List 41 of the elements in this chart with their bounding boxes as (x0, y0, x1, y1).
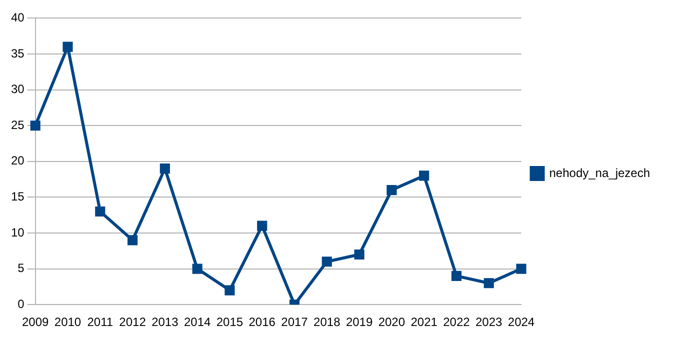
x-tick-label: 2020 (378, 315, 406, 330)
x-tick-label: 2024 (508, 315, 535, 330)
y-tick-label: 10 (10, 225, 25, 240)
x-tick-label: 2022 (443, 315, 470, 330)
y-tick-label: 15 (10, 190, 25, 204)
x-tick-label: 2017 (281, 315, 308, 330)
x-tick-label: 2009 (22, 315, 50, 330)
point (451, 270, 462, 281)
legend-label: nehody_na_jezech (549, 166, 650, 180)
x-tick-label: 2021 (410, 315, 438, 330)
y-tick-label: 0 (18, 296, 25, 311)
x-tick-label: 2019 (346, 315, 373, 330)
point (484, 278, 494, 288)
x-tick-label: 2012 (119, 315, 146, 330)
point (419, 170, 430, 181)
y-tick-label: 20 (10, 154, 25, 168)
x-tick-label: 2011 (87, 315, 114, 330)
x-tick-label: 2023 (476, 315, 503, 330)
point (224, 285, 235, 296)
x-tick-label: 2015 (216, 315, 244, 330)
point (30, 120, 40, 131)
point (354, 249, 364, 260)
x-tick-label: 2018 (314, 315, 341, 330)
x-tick-label: 2014 (184, 315, 211, 330)
y-tick-label: 5 (18, 261, 25, 276)
point (516, 264, 526, 274)
point (95, 206, 106, 217)
y-tick-label: 35 (10, 46, 25, 60)
point (257, 220, 268, 231)
x-tick-label: 2010 (54, 315, 82, 330)
point (322, 256, 332, 267)
y-tick-label: 30 (10, 82, 25, 96)
point (386, 185, 397, 196)
point (160, 164, 170, 174)
point (192, 264, 202, 274)
x-tick-label: 2016 (248, 315, 276, 330)
x-tick-label: 2013 (152, 315, 179, 330)
y-tick-label: 25 (10, 118, 25, 132)
point (62, 42, 73, 52)
y-tick-label: 40 (10, 10, 25, 25)
point (127, 235, 138, 246)
